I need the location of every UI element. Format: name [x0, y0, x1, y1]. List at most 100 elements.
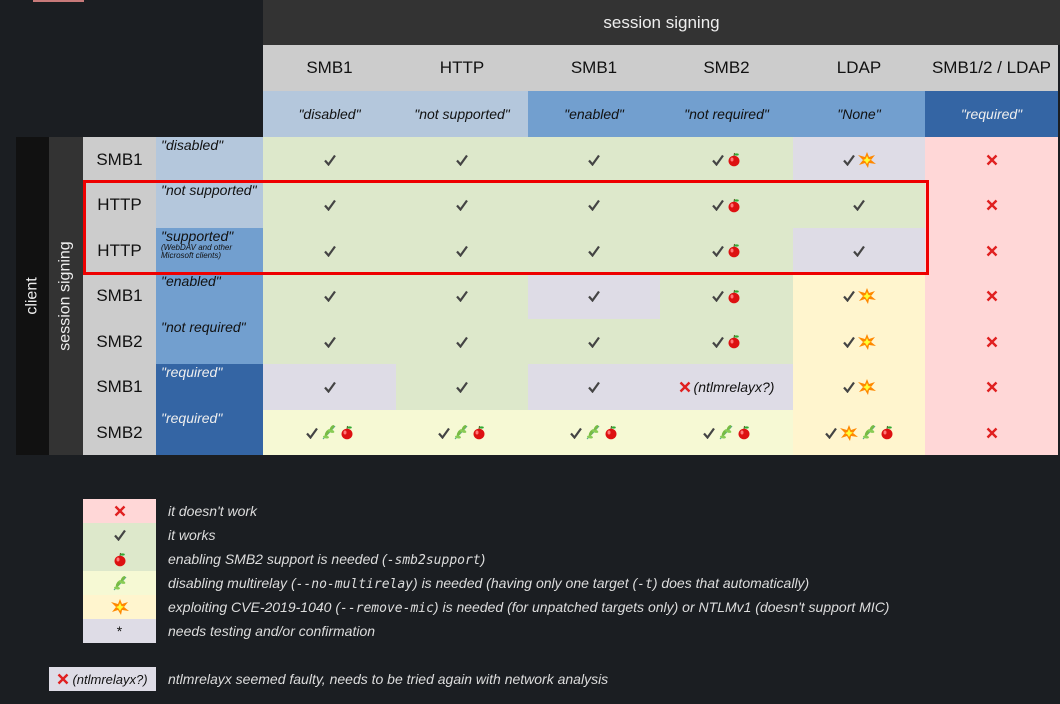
legend-text: it works — [168, 523, 215, 547]
matrix-cell — [925, 137, 1058, 182]
cross-icon — [57, 673, 69, 685]
matrix-cell — [793, 228, 925, 273]
cross-icon — [679, 381, 691, 393]
boom-icon — [857, 288, 876, 304]
row-header-protocol: SMB2 — [83, 410, 156, 455]
row-header-protocol: SMB1 — [83, 364, 156, 410]
boom-icon — [110, 599, 129, 615]
column-header-value: "None" — [793, 91, 925, 137]
apple-icon — [113, 552, 127, 567]
matrix-cell — [263, 273, 396, 319]
matrix-cell — [263, 410, 396, 455]
column-header-value: "enabled" — [528, 91, 660, 137]
legend-option: -smb2support — [386, 553, 481, 568]
asterisk-icon: * — [116, 623, 123, 639]
row-value-text: "not supported" — [161, 182, 257, 198]
check-icon — [456, 381, 468, 393]
check-icon — [323, 154, 336, 166]
check-icon — [456, 199, 468, 211]
check-icon — [712, 245, 724, 257]
check-icon — [438, 427, 450, 439]
check-icon — [824, 427, 837, 439]
check-icon — [456, 154, 468, 166]
check-icon — [113, 529, 126, 541]
apple-icon — [727, 152, 741, 167]
matrix-cell — [793, 273, 925, 319]
row-header-protocol: SMB2 — [83, 319, 156, 364]
boom-icon — [839, 424, 858, 441]
column-header-value: "not required" — [660, 91, 793, 137]
matrix-cell — [263, 228, 396, 273]
row-value-text: "not required" — [161, 319, 246, 335]
apple-icon — [340, 425, 354, 440]
row-value-text: "required" — [161, 410, 223, 426]
row-header-value: "required" — [156, 364, 263, 410]
column-header-value: "required" — [925, 91, 1058, 137]
matrix-cell — [263, 319, 396, 364]
check-icon — [712, 336, 724, 348]
legend-text-part: disabling multirelay ( — [168, 575, 296, 591]
check-icon — [853, 245, 865, 257]
legend-text-part: needs testing and/or confirmation — [168, 623, 376, 639]
legend-text: it doesn't work — [168, 499, 257, 523]
row-header-protocol: SMB1 — [83, 137, 156, 182]
matrix-cell — [660, 137, 793, 182]
cross-icon — [114, 505, 126, 517]
cell-note: (ntlmrelayx?) — [693, 379, 775, 395]
legend-swatch — [83, 595, 156, 619]
check-icon — [323, 245, 336, 257]
note-swatch-text: (ntlmrelayx?) — [72, 671, 148, 687]
matrix-cell — [528, 137, 660, 182]
matrix-cell — [263, 364, 396, 410]
check-icon — [588, 290, 600, 302]
cross-icon — [986, 336, 998, 348]
matrix-cell — [660, 182, 793, 228]
row-header-value: "disabled" — [156, 137, 263, 182]
row-header-value: "required" — [156, 410, 263, 455]
check-icon — [588, 381, 600, 393]
legend-text-part: it doesn't work — [168, 503, 258, 519]
legend-text: disabling multirelay (--no-multirelay) i… — [168, 571, 809, 595]
check-icon — [588, 245, 600, 257]
note-text: ntlmrelayx seemed faulty, needs to be tr… — [168, 671, 609, 687]
legend-text: enabling SMB2 support is needed (-smb2su… — [168, 547, 485, 571]
column-header-protocol: LDAP — [793, 45, 925, 91]
check-icon — [570, 427, 582, 439]
boom-icon — [857, 379, 876, 395]
matrix-cell — [396, 182, 528, 228]
column-header-protocol: SMB1/2 / LDAP — [925, 45, 1058, 91]
legend-text-part: enabling SMB2 support is needed ( — [168, 551, 387, 567]
herb-icon — [585, 425, 601, 440]
apple-icon — [727, 243, 741, 258]
check-icon — [456, 336, 468, 348]
cross-icon — [986, 290, 998, 302]
matrix-cell — [925, 410, 1058, 455]
legend-swatch — [83, 571, 156, 595]
column-header-protocol: SMB2 — [660, 45, 793, 91]
matrix-cell — [925, 228, 1058, 273]
column-header-value: "disabled" — [263, 91, 396, 137]
row-value-text: "supported" — [161, 228, 234, 244]
matrix-cell — [528, 182, 660, 228]
check-icon — [853, 199, 865, 211]
legend-text: needs testing and/or confirmation — [168, 619, 375, 643]
session-signing-header: session signing — [263, 0, 1060, 45]
matrix-cell — [793, 137, 925, 182]
herb-icon — [112, 575, 128, 591]
legend-text-part: ) — [480, 551, 486, 567]
cross-icon — [986, 427, 998, 439]
legend-text-part: exploiting CVE-2019-1040 ( — [168, 599, 340, 615]
session-signing-label: session signing — [49, 137, 83, 455]
client-label: client — [16, 137, 49, 455]
matrix-cell — [793, 319, 925, 364]
matrix-cell — [660, 319, 793, 364]
matrix-cell — [263, 137, 396, 182]
note-swatch: (ntlmrelayx?) — [49, 667, 156, 691]
matrix-cell — [396, 137, 528, 182]
matrix-cell — [660, 410, 793, 455]
herb-icon — [453, 425, 469, 440]
cross-icon — [986, 154, 998, 166]
matrix-cell — [396, 273, 528, 319]
legend-text-part: ) is needed (for unpatched targets only)… — [433, 599, 890, 615]
legend-text-part: it works — [168, 527, 216, 543]
